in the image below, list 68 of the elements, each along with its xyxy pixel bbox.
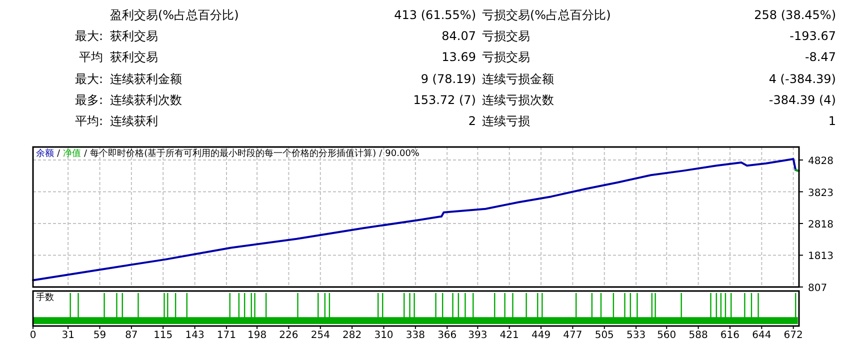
text: 连续亏损次数 [482,93,554,107]
text: 4 (-384.39) [768,72,836,86]
x-tick-label: 449 [531,330,551,341]
annotation: 90.00% [385,149,420,159]
x-tick-label: 616 [720,330,740,341]
line-series [32,158,799,282]
y-tick-label: 4828 [808,156,834,168]
text: -193.67 [790,29,836,43]
x-tick-label: 505 [594,330,614,341]
x-tick-label: 0 [30,330,36,341]
x-tick-label: 366 [438,330,457,341]
x-tick-label: 254 [310,330,330,341]
x-tick-label: 115 [154,330,173,341]
text: 9 (78.19) [420,72,476,86]
text: 盈利交易(%占总百分比) [110,8,239,22]
text: 亏损交易 [482,29,530,43]
x-tick-label: 171 [216,330,236,341]
y-tick-label: 807 [808,283,828,294]
y-tick-label: 3823 [808,188,834,199]
x-tick-label: 588 [688,330,708,341]
text: 1 [828,114,836,128]
text: 连续亏损金额 [482,72,554,86]
x-tick-label: 338 [406,330,425,341]
x-tick-label: 393 [468,330,488,341]
x-tick-label: 533 [626,330,646,341]
text: 13.69 [442,50,476,64]
text: -384.39 (4) [768,93,836,107]
text: 亏损交易 [482,50,530,64]
text: 获利交易 [110,50,158,64]
x-tick-label: 644 [752,330,772,341]
annotation: 每个即时价格(基于所有可利用的最小时段的每一个价格的分形插值计算) [90,148,376,159]
text: 258 (38.45%) [754,8,836,22]
text: 连续亏损 [482,114,530,128]
x-tick-label: 226 [279,330,298,341]
x-tick-label: 477 [563,330,582,341]
text: 连续获利金额 [110,72,182,86]
text: 153.72 (7) [413,93,476,107]
y-tick-label: 2818 [808,219,834,230]
text: 最大: [74,72,103,86]
text: 余额 [36,148,54,159]
chart-title: 手数 [36,292,54,303]
x-tick-label: 59 [93,330,106,341]
x-tick-label: 421 [500,330,519,341]
text: 平均: [74,114,103,128]
text: 净值 [63,148,82,159]
text: 最大: [74,29,103,43]
x-tick-label: 560 [657,330,676,341]
annotation: / [379,149,384,159]
annotation: / [57,149,61,159]
x-tick-label: 310 [374,330,394,341]
text: 最多: [74,93,103,107]
annotation: / [84,149,88,159]
text: -8.47 [804,50,836,64]
text: 2 [468,114,476,128]
text: 连续获利 [110,114,158,128]
x-tick-label: 282 [342,330,362,341]
x-tick-label: 143 [185,330,204,341]
x-tick-label: 87 [125,330,138,341]
x-tick-label: 198 [247,330,267,341]
text: 413 (61.55%) [394,8,476,22]
x-tick-label: 31 [62,330,74,341]
text: 平均 [79,50,103,64]
text: 亏损交易(%占总百分比) [482,8,611,22]
x-tick-label: 672 [784,330,803,341]
text: 84.07 [442,29,476,43]
text: 获利交易 [110,29,158,43]
text: 连续获利次数 [110,93,182,107]
y-tick-label: 1813 [808,251,834,262]
